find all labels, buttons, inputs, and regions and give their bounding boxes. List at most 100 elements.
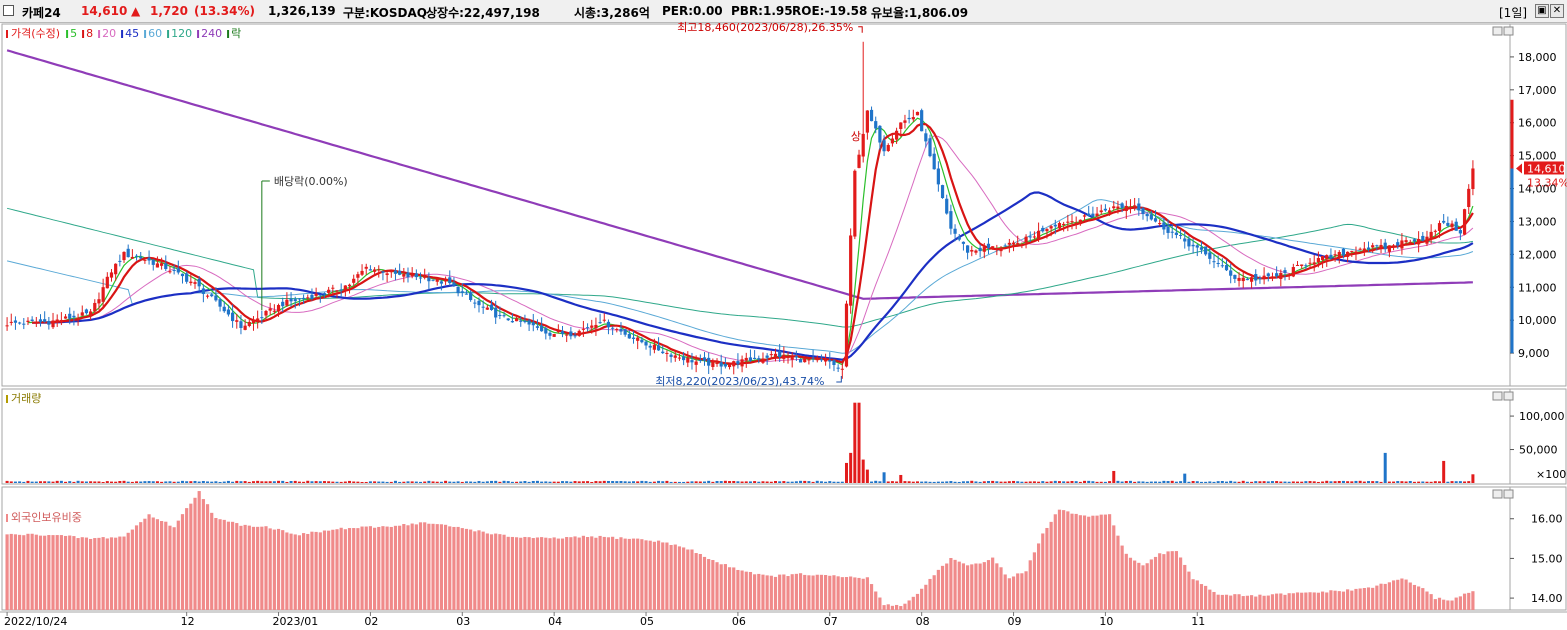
foreign-ownership-bar xyxy=(1249,595,1254,610)
candle-body xyxy=(247,321,251,326)
foreign-ownership-bar xyxy=(226,521,231,610)
volume-bar xyxy=(611,481,615,483)
candle-body xyxy=(410,274,414,277)
select-checkbox[interactable] xyxy=(3,5,14,16)
candle-body xyxy=(552,334,556,337)
restore-window-icon[interactable]: ▣ xyxy=(1535,4,1549,18)
foreign-ownership-bar xyxy=(995,563,999,610)
foreign-ownership-bar xyxy=(849,576,853,610)
volume-bar xyxy=(882,472,886,483)
candle-body xyxy=(565,334,569,336)
foreign-ownership-bar xyxy=(895,604,899,610)
candle-body xyxy=(882,140,886,152)
volume-bar xyxy=(1016,481,1020,483)
candle-body xyxy=(260,317,264,319)
volume-bar xyxy=(1003,481,1007,483)
candle-body xyxy=(1220,265,1224,267)
foreign-ownership-bar xyxy=(485,533,489,610)
candle-body xyxy=(1166,226,1170,233)
candle-body xyxy=(1170,231,1174,233)
candle-body xyxy=(398,270,402,275)
volume-bar xyxy=(431,481,435,483)
volume-bar xyxy=(26,480,30,483)
foreign-ownership-bar xyxy=(753,574,757,610)
foreign-ownership-bar xyxy=(1454,597,1458,610)
foreign-ownership-bar xyxy=(80,537,84,610)
candle-body xyxy=(314,293,318,296)
volume-bar xyxy=(728,481,732,483)
foreign-ownership-bar xyxy=(1003,574,1007,610)
ma5-legend-label: 5 xyxy=(70,27,77,40)
candle-body xyxy=(205,295,210,297)
foreign-legend-swatch xyxy=(6,514,8,522)
candle-body xyxy=(1245,279,1250,281)
volume-bar xyxy=(1254,481,1258,483)
volume-legend-label: 거래량 xyxy=(11,392,41,405)
candle-body xyxy=(214,295,218,301)
period-selector[interactable]: [1일] xyxy=(1499,6,1528,20)
volume-bar xyxy=(389,481,393,483)
foreign-ownership-bar xyxy=(1016,573,1020,610)
candle-body xyxy=(702,357,707,361)
foreign-ownership-bar xyxy=(565,537,569,610)
foreign-ownership-bar xyxy=(861,578,865,610)
upper-limit-mark: 상 xyxy=(851,130,861,143)
ma8-line xyxy=(32,122,1474,366)
candle-body xyxy=(1124,205,1128,212)
stock-header-bar: 카페24 14,610 ▲ 1,720 (13.34%) 1,326,139 구… xyxy=(0,0,1567,23)
foreign-ownership-bar xyxy=(214,517,218,610)
candle-body xyxy=(1003,245,1007,247)
candle-body xyxy=(114,263,118,275)
candle-body xyxy=(577,330,581,336)
volume-bar xyxy=(799,480,803,483)
candle-body xyxy=(1195,245,1199,248)
foreign-ownership-bar xyxy=(1333,590,1337,610)
close-window-icon[interactable]: ✕ xyxy=(1550,4,1564,18)
candle-body xyxy=(43,319,47,322)
foreign-ownership-bar xyxy=(377,526,381,610)
candle-body xyxy=(757,358,761,360)
candle-body xyxy=(619,328,623,332)
foreign-ownership-bar xyxy=(1383,583,1387,610)
foreign-ownership-bar xyxy=(1287,593,1291,610)
candle-body xyxy=(1258,277,1262,279)
volume-bar xyxy=(1212,481,1216,483)
foreign-ownership-bar xyxy=(423,522,427,610)
candle-body xyxy=(26,320,30,322)
foreign-ownership-bar xyxy=(878,597,882,610)
volume-bar xyxy=(878,481,882,483)
candle-body xyxy=(251,320,256,324)
foreign-ownership-bar xyxy=(1145,563,1149,610)
candle-body xyxy=(256,318,260,322)
volume-bar xyxy=(318,481,322,483)
foreign-ownership-bar xyxy=(602,536,606,610)
volume-bar xyxy=(239,481,243,483)
pane-minimize-icon xyxy=(1492,391,1503,401)
volume-bar xyxy=(368,481,372,483)
candle-body xyxy=(573,335,577,337)
candle-body xyxy=(51,320,55,328)
candle-body xyxy=(828,360,832,362)
foreign-ownership-bar xyxy=(185,508,189,610)
foreign-ownership-bar xyxy=(356,528,360,610)
last-pct-label: 13.34% xyxy=(1527,176,1567,189)
candle-body xyxy=(1070,221,1074,223)
candle-body xyxy=(339,289,343,291)
volume-bar xyxy=(193,480,197,483)
candle-body xyxy=(80,312,84,316)
foreign-ownership-bar xyxy=(1036,543,1041,610)
candle-body xyxy=(276,305,281,312)
foreign-ownership-bar xyxy=(318,532,322,610)
volume-bar xyxy=(1412,481,1416,483)
volume-bar xyxy=(1091,481,1095,483)
volume-bar xyxy=(1442,460,1446,483)
foreign-ownership-bar xyxy=(1124,553,1128,610)
candle-body xyxy=(631,337,636,339)
candle-body xyxy=(180,273,185,277)
volume-bar xyxy=(1367,481,1371,483)
volume-bar xyxy=(895,481,899,483)
candle-body xyxy=(1325,255,1329,260)
foreign-ownership-bar xyxy=(911,596,915,610)
candle-body xyxy=(840,368,844,370)
candle-body xyxy=(1212,261,1216,263)
